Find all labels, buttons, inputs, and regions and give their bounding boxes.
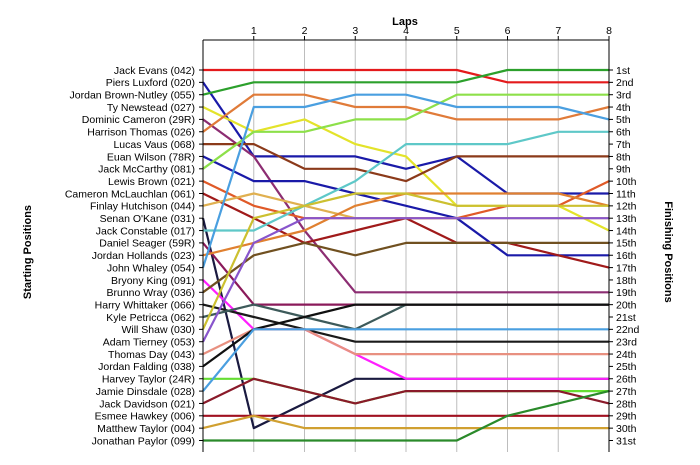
axes (199, 36, 613, 452)
finishing-position-label: 28th (616, 398, 637, 410)
series-line-28 (202, 377, 610, 405)
starting-position-label: John Whaley (054) (107, 262, 195, 274)
starting-position-label: Thomas Day (043) (108, 349, 195, 361)
starting-position-label: Harrison Thomas (026) (87, 127, 195, 139)
finishing-position-label: 27th (616, 386, 637, 398)
starting-position-label: Lewis Brown (021) (108, 176, 195, 188)
starting-position-label: Jack Evans (042) (114, 65, 195, 77)
series-line-31 (203, 390, 610, 442)
series-line-7 (203, 143, 609, 183)
series-line-22 (201, 192, 609, 330)
x-tick-label: 5 (454, 25, 460, 37)
y-axis-label-finish: Finishing Positions (662, 201, 674, 302)
starting-position-label: Adam Tierney (053) (103, 337, 195, 349)
starting-position-label: Will Shaw (030) (121, 324, 195, 336)
finishing-position-label: 15th (616, 238, 637, 250)
starting-position-label: Jonathan Paylor (099) (92, 435, 195, 447)
finishing-position-label: 12th (616, 201, 637, 213)
x-tick-label: 6 (505, 25, 511, 37)
series-line-27 (202, 328, 609, 392)
x-tick-label: 2 (302, 25, 308, 37)
finishing-position-label: 10th (616, 176, 637, 188)
finishing-position-label: 25th (616, 361, 637, 373)
starting-position-label: Bryony King (091) (111, 275, 195, 287)
finishing-position-label: 30th (616, 423, 637, 435)
starting-position-label: Jordan Hollands (023) (92, 250, 195, 262)
starting-position-label: Senan O'Kane (031) (100, 213, 195, 225)
x-tick-label: 4 (403, 25, 409, 37)
series-line-20 (202, 303, 609, 343)
chart-title: Laps (392, 16, 418, 28)
starting-position-label: Dominic Cameron (29R) (82, 114, 195, 126)
finishing-position-label: 5th (616, 114, 631, 126)
starting-position-label: Esmee Hawkey (006) (95, 411, 195, 423)
finishing-position-label: 6th (616, 127, 631, 139)
finishing-position-label: 11th (616, 188, 636, 200)
finishing-position-label: 16th (616, 250, 637, 262)
starting-position-label: Euan Wilson (78R) (107, 151, 195, 163)
finishing-position-label: 17th (616, 262, 637, 274)
finishing-position-label: 26th (616, 374, 637, 386)
starting-position-label: Lucas Vaus (068) (113, 139, 195, 151)
starting-position-label: Jordan Falding (038) (98, 361, 195, 373)
finishing-position-label: 22nd (616, 324, 640, 336)
series-line-30 (202, 414, 609, 430)
finishing-position-label: 20th (616, 299, 637, 311)
series-line-23 (202, 217, 609, 343)
finishing-position-label: 18th (616, 275, 637, 287)
starting-position-label: Jack McCarthy (081) (98, 164, 195, 176)
finishing-position-label: 23rd (616, 337, 637, 349)
finishing-position-label: 21st (616, 312, 636, 324)
starting-position-label: Piers Luxford (020) (106, 77, 195, 89)
starting-position-label: Kyle Petricca (062) (106, 312, 195, 324)
starting-position-label: Harvey Taylor (24R) (102, 374, 195, 386)
finishing-position-label: 29th (616, 411, 637, 423)
series-line-1 (203, 68, 609, 84)
starting-position-label: Daniel Seager (59R) (99, 238, 195, 250)
finishing-position-label: 24th (616, 349, 637, 361)
series-line-14 (203, 130, 609, 232)
finishing-position-label: 31st (616, 435, 636, 447)
y-axis-label-start: Starting Positions (22, 205, 34, 299)
finishing-position-label: 1st (616, 65, 630, 77)
series-line-19 (202, 241, 609, 294)
starting-position-label: Jamie Dinsdale (028) (96, 386, 195, 398)
finishing-position-label: 19th (616, 287, 637, 299)
starting-position-label: Matthew Taylor (004) (97, 423, 195, 435)
x-tick-label: 7 (555, 25, 561, 37)
finishing-position-label: 14th (616, 225, 637, 237)
series-line-17 (201, 93, 610, 268)
series-line-8 (202, 155, 609, 257)
starting-position-label: Jack Constable (017) (96, 225, 195, 237)
x-tick-label: 3 (352, 25, 358, 37)
finishing-position-label: 7th (616, 139, 631, 151)
series-line-3 (202, 68, 609, 96)
starting-position-label: Cameron McLauchlan (061) (65, 188, 195, 200)
finishing-position-label: 2nd (616, 77, 634, 89)
series-lines (201, 68, 610, 442)
starting-position-label: Finlay Hutchison (044) (90, 201, 195, 213)
series-line-9 (202, 93, 609, 170)
finishing-position-label: 8th (616, 151, 631, 163)
starting-position-label: Ty Newstead (027) (107, 102, 195, 114)
x-tick-label: 1 (251, 25, 257, 37)
starting-position-label: Jack Davidson (021) (99, 398, 195, 410)
series-line-6 (202, 93, 610, 133)
starting-position-label: Jordan Brown-Nutley (055) (70, 90, 195, 102)
series-line-25 (202, 303, 609, 368)
labels: 1 2 3 4 5 6 7 8 Jack Evans (042)Piers Luxford (0… (65, 25, 640, 447)
starting-position-label: Brunno Wray (036) (106, 287, 195, 299)
finishing-position-label: 13th (616, 213, 637, 225)
starting-position-label: Harry Whittaker (066) (95, 299, 195, 311)
x-tick-label: 8 (606, 25, 612, 37)
finishing-position-label: 3rd (616, 90, 631, 102)
finishing-position-label: 4th (616, 102, 631, 114)
finishing-position-label: 9th (616, 164, 631, 176)
